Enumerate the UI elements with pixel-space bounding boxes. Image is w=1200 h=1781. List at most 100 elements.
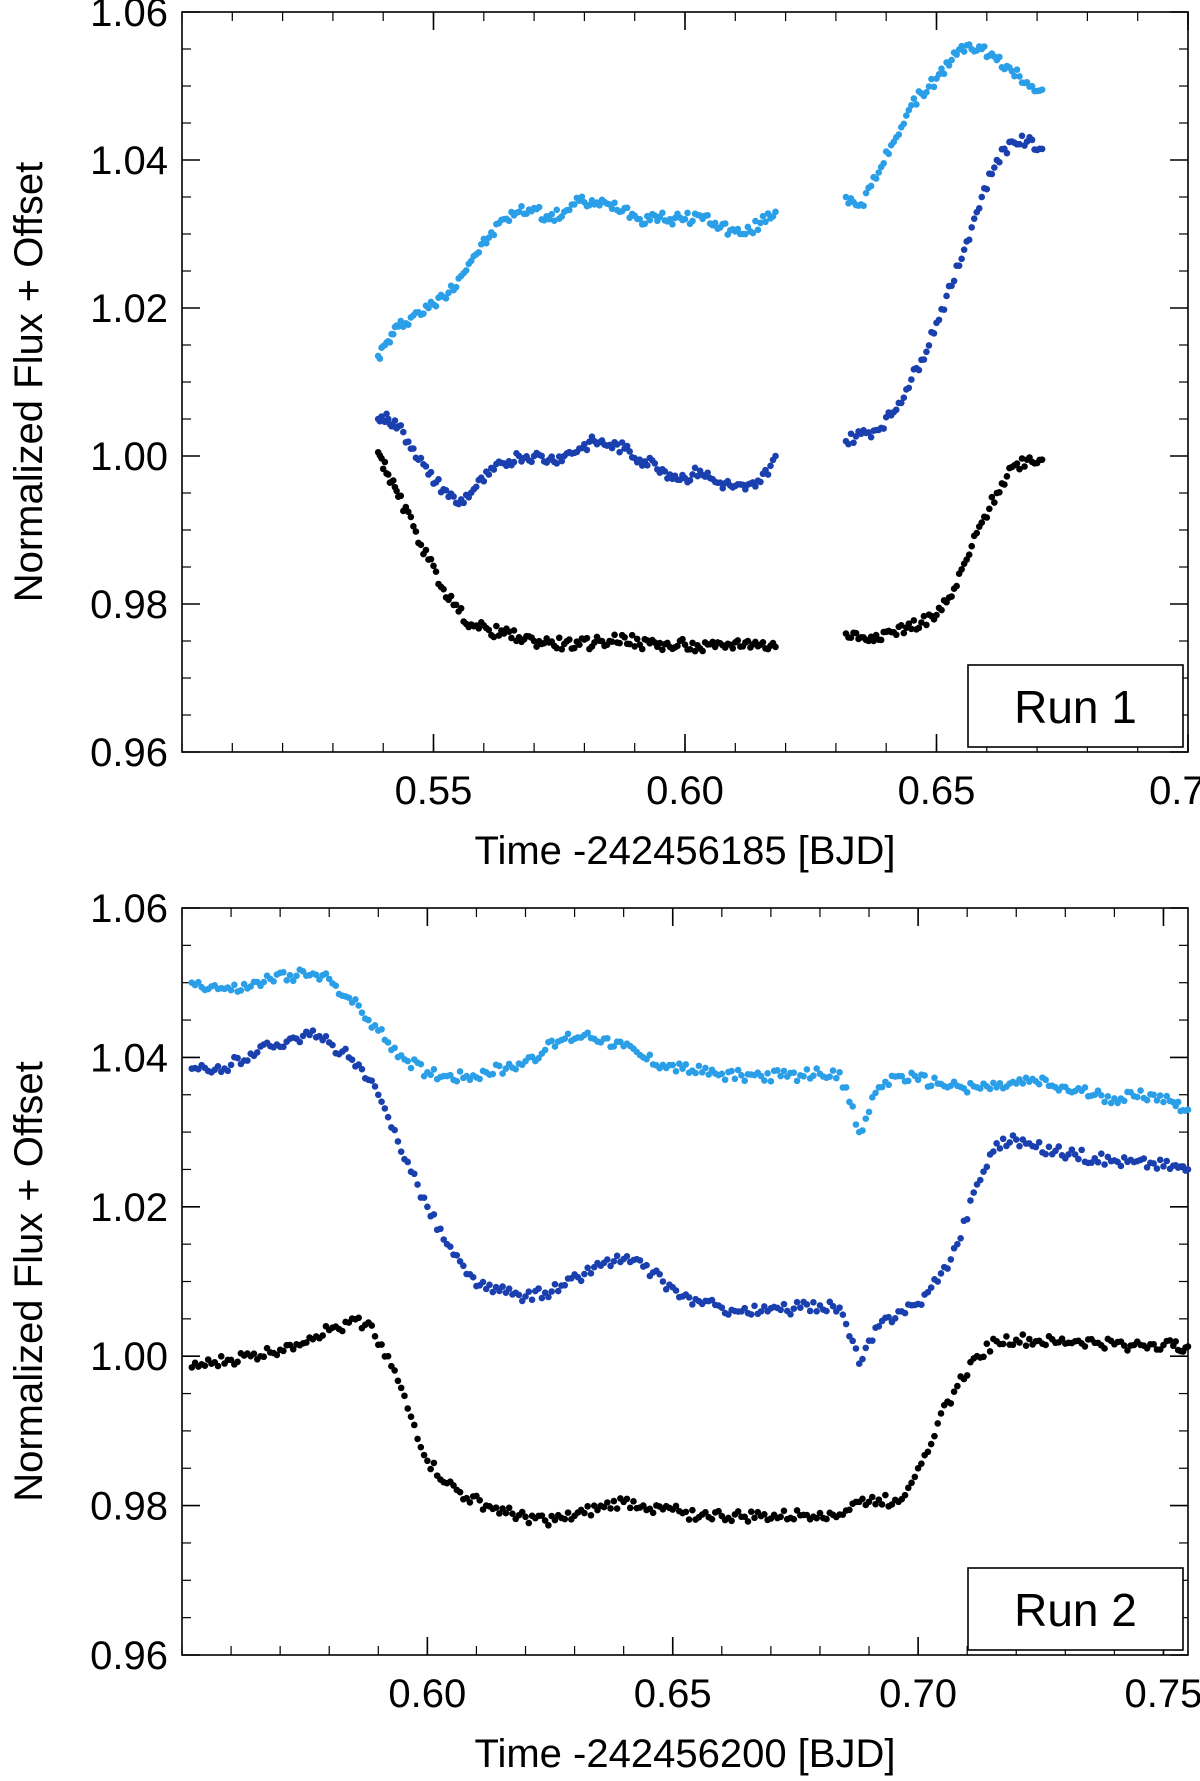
data-point [440,1236,448,1243]
data-point [545,1293,552,1301]
data-point [550,217,558,224]
data-point [452,601,460,609]
data-point [862,1115,870,1122]
data-point [1016,140,1023,148]
data-point [616,448,623,456]
data-point [999,1340,1007,1348]
data-point [975,204,983,212]
data-point [384,1352,392,1360]
data-point [555,634,563,642]
data-point [611,631,618,639]
data-point [810,1298,817,1306]
data-point [430,1459,438,1467]
data-point [689,1506,696,1514]
data-point [407,1064,415,1072]
data-point [636,215,644,223]
data-point [286,971,294,979]
data-point [847,430,855,438]
data-point [983,1340,991,1347]
chart-panel-2: 0.96 0.98 1.00 1.02 1.04 1.06 0.60 0.65 0.70 0.75… [7,887,1200,1776]
data-point [618,439,626,446]
data-point [925,342,933,349]
data-point [453,1251,461,1259]
data-point [571,644,578,652]
data-point [430,562,437,570]
data-point [548,1288,555,1295]
data-point [528,1296,536,1304]
data-point [545,1521,552,1529]
x-tick-label: 0.65 [898,769,976,813]
data-point [892,406,900,414]
data-point [965,551,973,559]
data-point [742,230,749,238]
data-point [475,625,483,632]
data-point [280,1043,287,1051]
data-point [1045,1143,1053,1151]
data-point [1156,1156,1164,1164]
data-point [518,1508,526,1516]
data-point [273,1351,281,1359]
data-point [669,1061,677,1069]
data-point [1026,1335,1033,1343]
data-point [747,1311,755,1318]
data-point [283,976,290,984]
data-point [684,209,691,217]
data-point [702,1508,709,1516]
data-point [554,1287,562,1295]
data-point [584,1029,591,1037]
data-point [747,1508,755,1515]
data-point [937,1270,945,1277]
data-point [976,1176,984,1184]
data-point [790,1305,798,1312]
data-point [702,1064,709,1072]
y-axis-title: Normalized Flux + Offset [7,162,51,603]
data-point [280,1347,287,1355]
data-point [662,1286,670,1293]
data-point [852,629,860,637]
data-point [976,1085,984,1092]
data-point [631,643,638,650]
data-point [900,629,908,637]
data-point [502,1065,510,1072]
data-point [578,193,586,201]
data-point [1016,73,1023,80]
data-point [1006,1139,1014,1146]
data-point [322,970,330,977]
data-point [872,1500,879,1508]
data-point [376,355,384,362]
data-point [764,471,772,478]
data-point [914,1076,922,1084]
data-point [659,209,666,217]
data-point [1071,1151,1079,1158]
data-point [1068,1146,1076,1153]
data-point [868,1493,876,1501]
data-point [721,220,729,227]
data-point [751,1302,758,1310]
data-point [978,519,986,526]
data-point [1153,1097,1161,1104]
data-point [391,417,399,424]
data-point [689,217,696,225]
data-point [296,1038,304,1046]
data-point [846,1333,853,1340]
data-point [566,636,573,643]
data-point [397,492,405,500]
data-point [842,1084,850,1091]
data-point [1163,1092,1171,1100]
series-3 [374,449,1046,655]
data-point [927,1440,935,1448]
data-point [358,1009,366,1017]
data-point [1016,1142,1023,1150]
data-point [996,1079,1004,1087]
data-point [417,1443,425,1451]
data-point [345,994,353,1001]
data-point [496,1062,503,1070]
data-point [1013,66,1021,73]
data-point [515,208,523,216]
data-point [538,1512,546,1519]
data-point [877,636,885,644]
data-point [948,593,955,600]
data-point [689,1301,696,1308]
data-point [983,1163,991,1171]
data-point [289,977,297,985]
